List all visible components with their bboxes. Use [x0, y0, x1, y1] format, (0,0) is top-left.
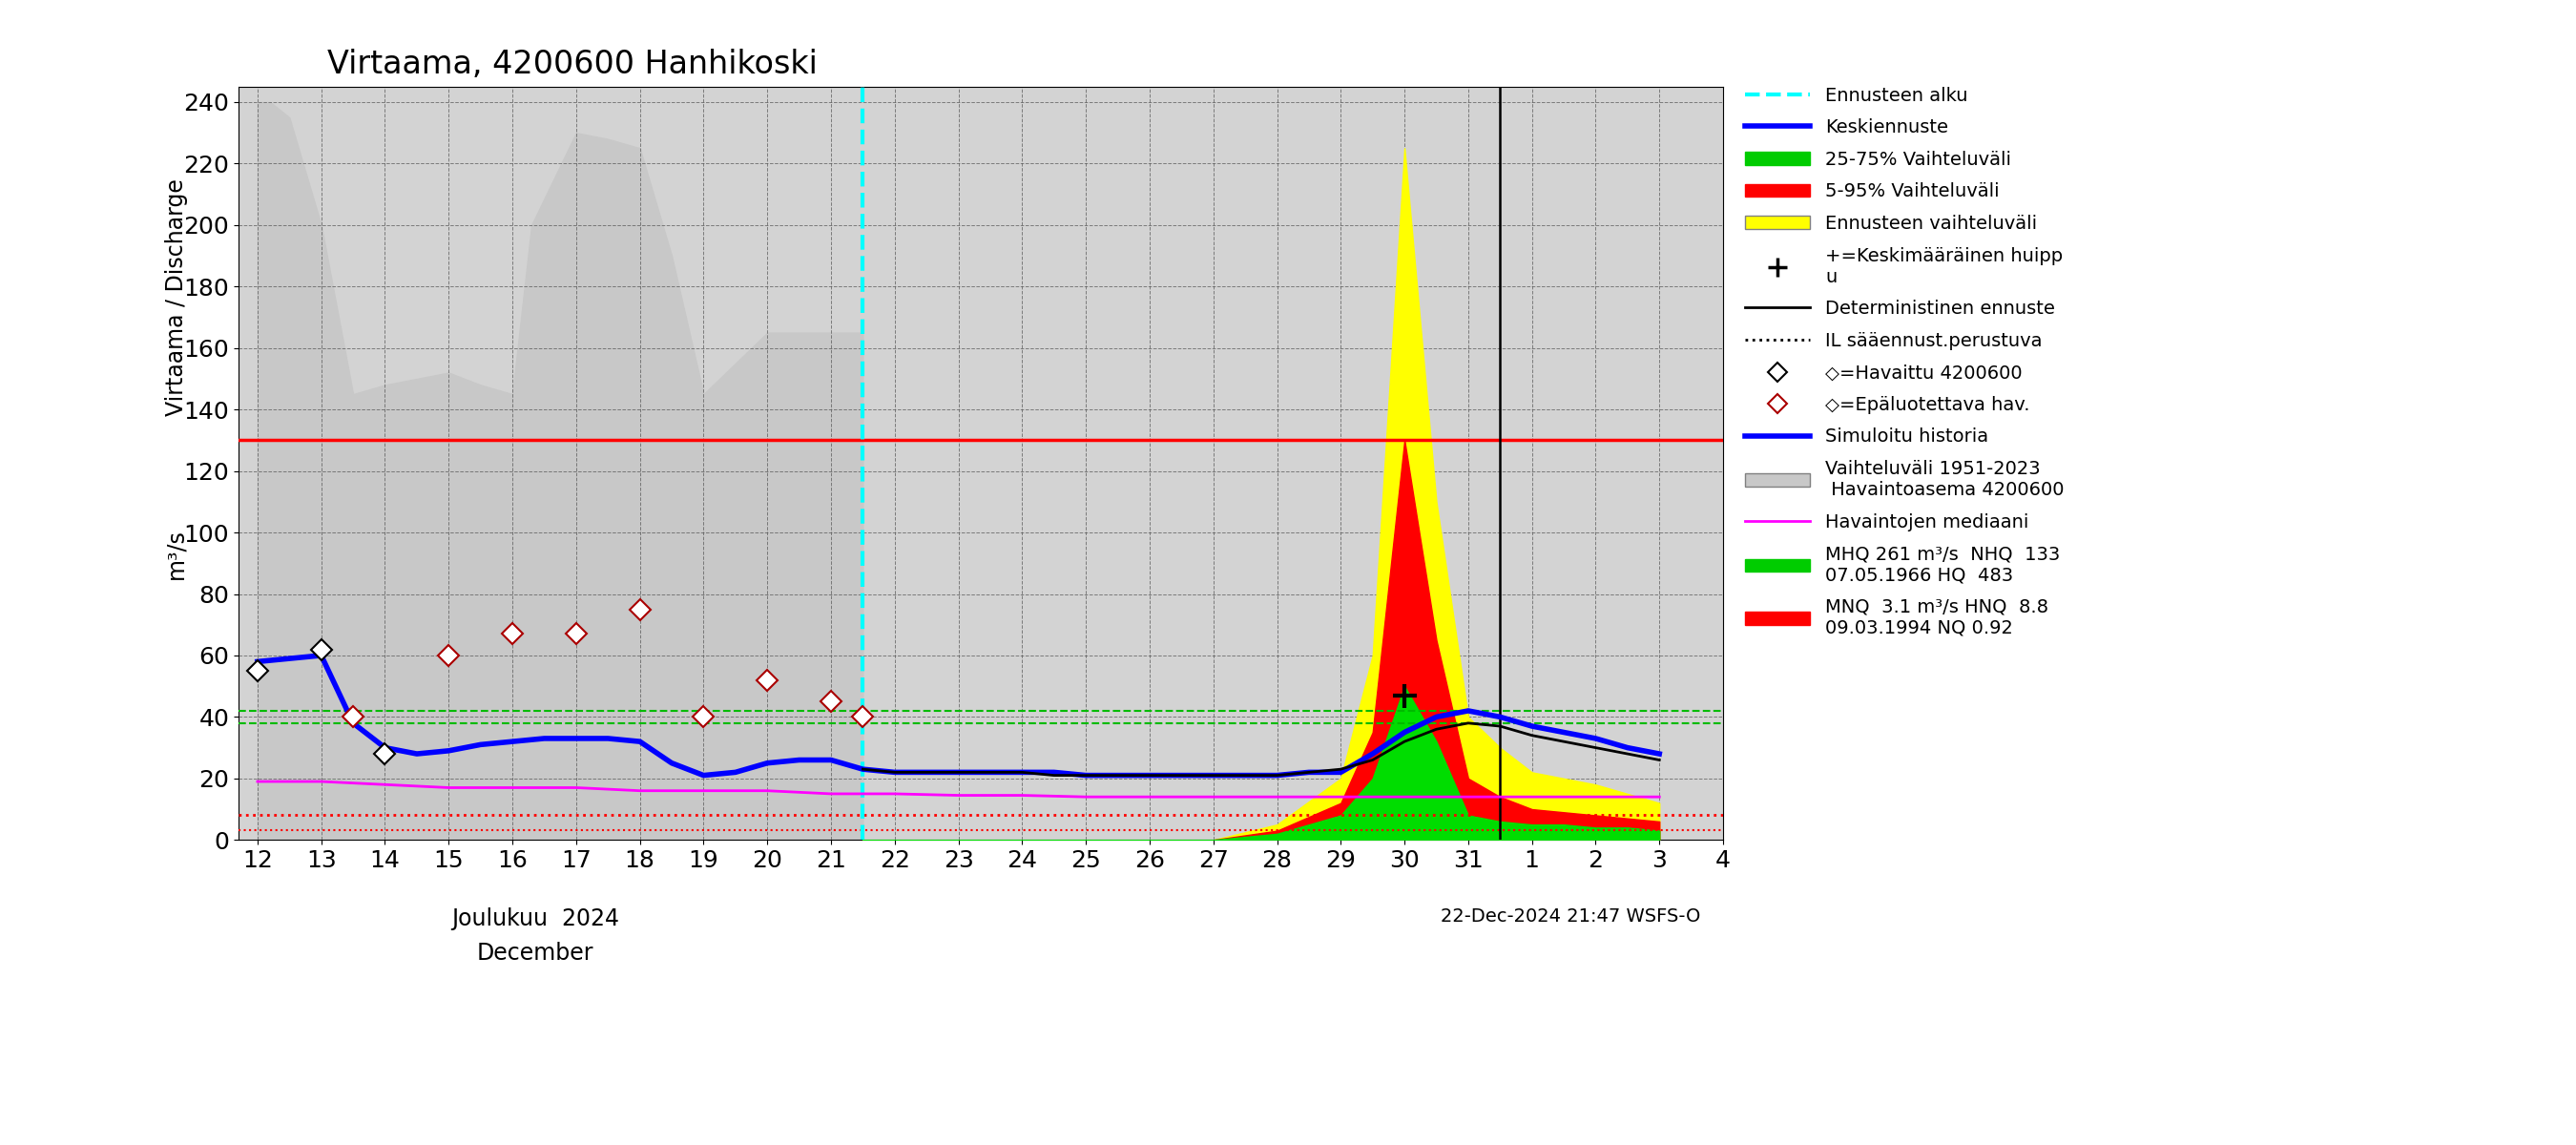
Text: December: December — [477, 941, 595, 964]
Text: 22-Dec-2024 21:47 WSFS-O: 22-Dec-2024 21:47 WSFS-O — [1440, 908, 1700, 926]
Legend: Ennusteen alku, Keskiennuste, 25-75% Vaihteluväli, 5-95% Vaihteluväli, Ennusteen: Ennusteen alku, Keskiennuste, 25-75% Vai… — [1739, 81, 2069, 642]
Text: m³/s: m³/s — [165, 529, 188, 579]
Text: Joulukuu  2024: Joulukuu 2024 — [451, 908, 618, 931]
Text: Virtaama / Discharge: Virtaama / Discharge — [165, 179, 188, 417]
Text: Virtaama, 4200600 Hanhikoski: Virtaama, 4200600 Hanhikoski — [327, 48, 817, 80]
